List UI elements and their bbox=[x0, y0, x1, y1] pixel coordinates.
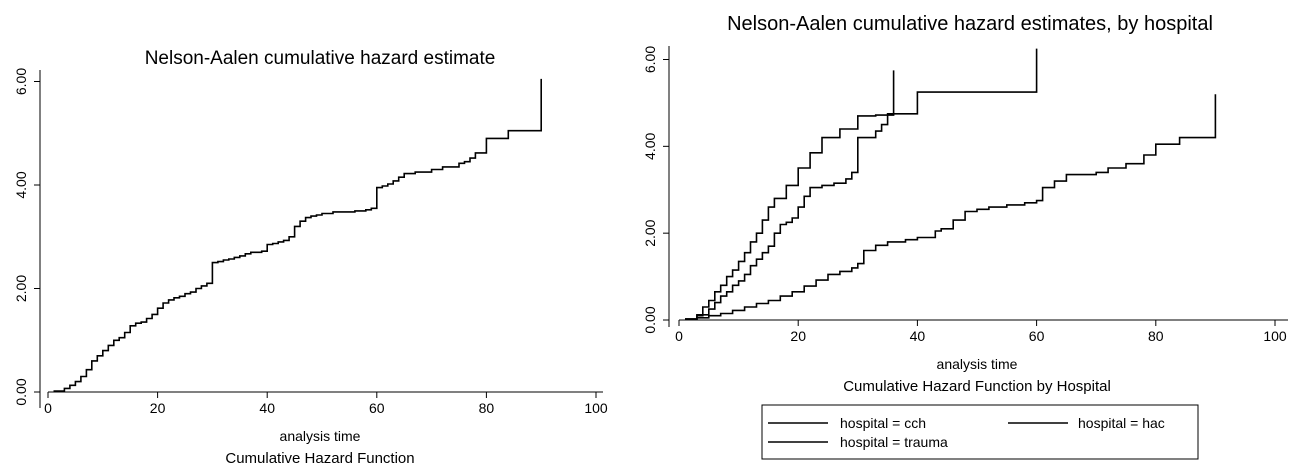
right-chart: Nelson-Aalen cumulative hazard estimates… bbox=[642, 13, 1288, 460]
right-y-tick-label: 4.00 bbox=[642, 132, 658, 159]
right-series-line-hospital-trauma bbox=[685, 94, 1217, 320]
left-x-tick-label: 20 bbox=[150, 400, 166, 416]
right-legend-frame bbox=[761, 404, 1199, 460]
left-y-tick-label: 6.00 bbox=[13, 68, 29, 95]
right-chart-title: Nelson-Aalen cumulative hazard estimates… bbox=[727, 13, 1213, 35]
left-x-tick-label: 60 bbox=[369, 400, 385, 416]
left-x-tick-label: 100 bbox=[584, 400, 608, 416]
right-x-tick-label: 60 bbox=[1029, 328, 1045, 344]
right-series-line-hospital-cch bbox=[685, 48, 1038, 320]
left-series-line-0 bbox=[53, 78, 542, 392]
legend-label-cch: hospital = cch bbox=[840, 415, 926, 431]
right-chart-caption: Cumulative Hazard Function by Hospital bbox=[843, 378, 1111, 395]
right-x-tick-label: 100 bbox=[1263, 328, 1287, 344]
right-series-line-hospital-hac bbox=[685, 70, 895, 320]
right-x-tick-label: 20 bbox=[790, 328, 806, 344]
right-x-axis-label: analysis time bbox=[937, 356, 1018, 372]
right-y-tick-label: 2.00 bbox=[642, 219, 658, 246]
left-x-tick-label: 40 bbox=[259, 400, 275, 416]
right-x-tick-label: 40 bbox=[910, 328, 926, 344]
left-x-axis-label: analysis time bbox=[280, 428, 361, 444]
right-x-tick-label: 0 bbox=[675, 328, 683, 344]
left-x-tick-label: 0 bbox=[44, 400, 52, 416]
legend-label-trauma: hospital = trauma bbox=[840, 434, 948, 450]
left-y-tick-label: 4.00 bbox=[13, 171, 29, 198]
right-y-tick-label: 6.00 bbox=[642, 46, 658, 73]
right-plot-area: 0 20 40 60 80 100 0.00 2.00 4.00 6.00 bbox=[642, 46, 1288, 344]
right-y-tick-label: 0.00 bbox=[642, 306, 658, 333]
left-plot-area: 0 20 40 60 80 100 0.00 2.00 4.00 6.00 bbox=[13, 68, 608, 416]
right-legend: hospital = cch hospital = hac hospital =… bbox=[761, 404, 1199, 460]
right-x-tick-label: 80 bbox=[1148, 328, 1164, 344]
legend-label-hac: hospital = hac bbox=[1078, 415, 1165, 431]
left-x-tick-label: 80 bbox=[479, 400, 495, 416]
left-chart: Nelson-Aalen cumulative hazard estimate … bbox=[13, 48, 608, 467]
left-chart-caption: Cumulative Hazard Function bbox=[225, 450, 414, 467]
left-y-tick-label: 2.00 bbox=[13, 275, 29, 302]
left-y-tick-label: 0.00 bbox=[13, 378, 29, 405]
left-chart-title: Nelson-Aalen cumulative hazard estimate bbox=[145, 48, 496, 69]
